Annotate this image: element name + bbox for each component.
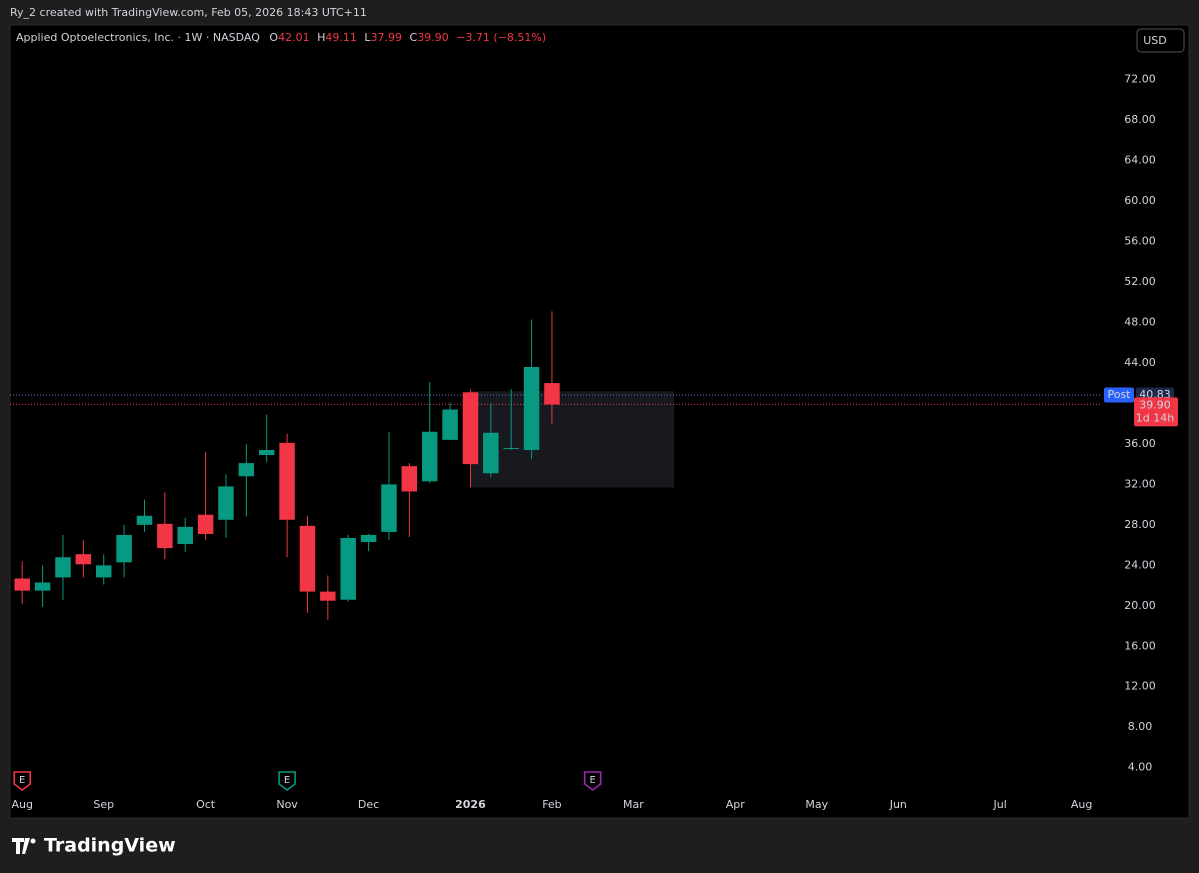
- low-value: 37.99: [371, 31, 403, 44]
- candle-body: [136, 515, 153, 525]
- post-tag: [1104, 387, 1134, 403]
- candle-body: [116, 534, 132, 563]
- candle-body: [462, 392, 479, 465]
- earnings-marker[interactable]: E: [278, 771, 296, 791]
- ohlc-letter: H: [317, 31, 325, 44]
- y-tick-label: 32.00: [1124, 477, 1156, 490]
- x-tick-label: Sep: [93, 798, 114, 811]
- earnings-icon[interactable]: [13, 771, 32, 791]
- earnings-letter[interactable]: E: [590, 775, 596, 786]
- candle-body: [197, 514, 214, 534]
- candle-body: [14, 578, 30, 591]
- brand: TradingView: [12, 835, 176, 857]
- ohlc-letter: O: [269, 31, 278, 44]
- candle-body: [544, 383, 560, 405]
- y-tick-label: 44.00: [1124, 356, 1156, 369]
- button-frame[interactable]: [1136, 28, 1185, 53]
- candle-body: [483, 432, 499, 474]
- earnings-icon[interactable]: [278, 771, 296, 791]
- x-tick-label: May: [805, 798, 828, 811]
- candle-body: [55, 557, 71, 578]
- open-value: 42.01: [278, 31, 310, 44]
- candle-body: [218, 486, 234, 520]
- y-tick-label: 8.00: [1128, 720, 1153, 733]
- last-price-box: [1134, 397, 1178, 427]
- x-tick-label: Jun: [889, 798, 907, 811]
- credit: Ry_2 created with TradingView.com, Feb 0…: [10, 6, 367, 19]
- change: −3.71 (−8.51%): [456, 31, 546, 44]
- x-tick-label: Dec: [358, 798, 379, 811]
- legend-line: Applied Optoelectronics, Inc. · 1W · NAS…: [16, 31, 546, 44]
- x-tick-label: Aug: [1071, 798, 1092, 811]
- candle-body: [340, 537, 356, 600]
- candle-body: [299, 525, 316, 592]
- candle-body: [523, 366, 540, 450]
- candle-body: [34, 582, 51, 591]
- y-tick-label: 16.00: [1124, 639, 1156, 652]
- y-tick-label: 64.00: [1124, 154, 1156, 167]
- candle-body: [238, 463, 255, 477]
- high-value: 49.11: [325, 31, 357, 44]
- header: Applied Optoelectronics, Inc. · 1W · NAS…: [16, 31, 546, 44]
- earnings-marker[interactable]: E: [583, 771, 602, 791]
- y-tick-label: 20.00: [1124, 599, 1156, 612]
- candle-body: [381, 484, 397, 532]
- x-tick-label: Feb: [542, 798, 561, 811]
- currency-button[interactable]: USD: [1136, 28, 1185, 53]
- post-tag-text: Post: [1107, 388, 1131, 401]
- candle-body: [503, 447, 519, 449]
- y-tick-label: 36.00: [1124, 437, 1156, 450]
- x-tick-label: Nov: [276, 798, 298, 811]
- range-box: [470, 391, 675, 488]
- y-tick-label: 28.00: [1124, 518, 1156, 531]
- x-tick-label: 2026: [455, 798, 486, 811]
- y-tick-label: 52.00: [1124, 275, 1156, 288]
- earnings-letter[interactable]: E: [284, 775, 290, 786]
- candle-body: [157, 523, 173, 549]
- candle-body: [279, 442, 295, 520]
- x-tick-label: Oct: [196, 798, 216, 811]
- logo: [12, 838, 35, 854]
- brand-name: TradingView: [44, 835, 176, 857]
- currency[interactable]: USD: [1143, 34, 1167, 47]
- logo-dot: [30, 838, 36, 844]
- close-value: 39.90: [417, 31, 449, 44]
- candle-body: [258, 449, 275, 456]
- candle-body: [320, 591, 336, 601]
- earnings-letter[interactable]: E: [19, 775, 25, 786]
- y-tick-label: 56.00: [1124, 235, 1156, 248]
- symbol-title: Applied Optoelectronics, Inc. · 1W · NAS…: [16, 31, 260, 44]
- candle-body: [360, 534, 377, 543]
- earnings-icon[interactable]: [583, 771, 602, 791]
- x-tick-label: Apr: [726, 798, 746, 811]
- last-price: 39.90: [1139, 398, 1171, 411]
- candle-body: [75, 554, 92, 565]
- y-tick-label: 72.00: [1124, 73, 1156, 86]
- x-tick-label: Aug: [11, 798, 32, 811]
- ohlc-letter: C: [410, 31, 418, 44]
- candle-body: [401, 466, 418, 492]
- y-tick-label: 48.00: [1124, 315, 1156, 328]
- x-tick-label: Mar: [623, 798, 644, 811]
- y-tick-label: 68.00: [1124, 113, 1156, 126]
- earnings-marker[interactable]: E: [13, 771, 32, 791]
- candle-body: [442, 409, 458, 440]
- candle-body: [95, 565, 112, 578]
- y-tick-label: 24.00: [1124, 558, 1156, 571]
- candle-body: [177, 526, 193, 545]
- x-tick-label: Jul: [993, 798, 1007, 811]
- candle-body: [421, 431, 438, 482]
- countdown: 1d 14h: [1136, 411, 1174, 424]
- y-tick-label: 12.00: [1124, 680, 1156, 693]
- y-tick-label: 60.00: [1124, 194, 1156, 207]
- ohlc-letter: L: [364, 31, 371, 44]
- y-tick-label: 4.00: [1128, 761, 1153, 774]
